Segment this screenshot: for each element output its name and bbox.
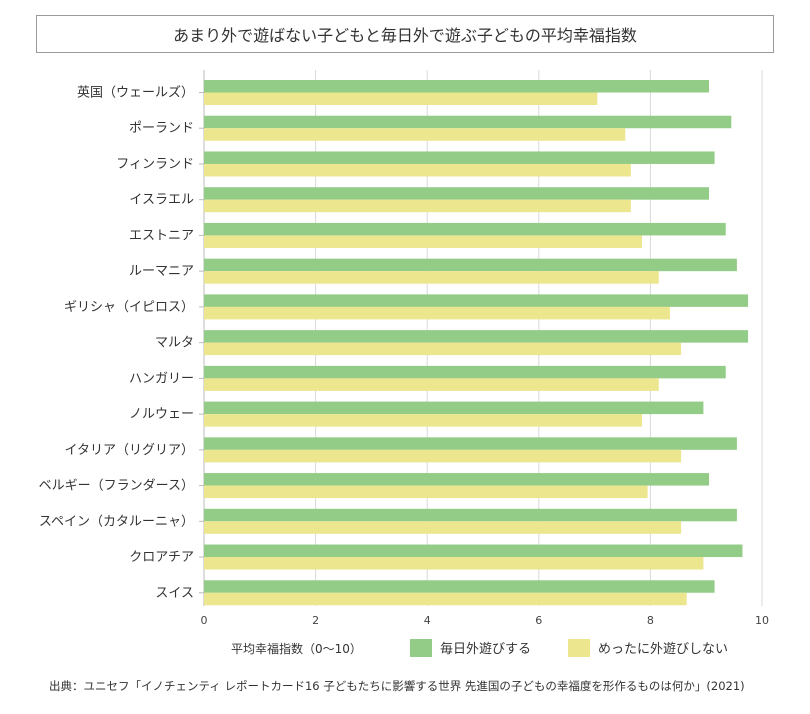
legend-swatch-daily bbox=[410, 638, 432, 657]
category-label: マルタ bbox=[155, 336, 194, 351]
bar-rarely-9 bbox=[204, 414, 643, 427]
x-tick-label: 10 bbox=[755, 614, 769, 627]
category-label: ポーランド bbox=[129, 121, 194, 136]
bar-rarely-1 bbox=[204, 128, 626, 141]
bar-rarely-2 bbox=[204, 163, 631, 177]
bar-daily-12 bbox=[204, 508, 737, 522]
category-label: クロアチア bbox=[129, 550, 194, 565]
x-tick-label: 2 bbox=[312, 614, 319, 627]
bar-daily-8 bbox=[204, 365, 726, 379]
legend-item-rarely: めったに外遊びしない bbox=[568, 638, 728, 657]
x-tick-label: 8 bbox=[647, 614, 654, 627]
bar-rarely-12 bbox=[204, 521, 682, 534]
bar-daily-9 bbox=[204, 401, 704, 415]
x-tick-label: 0 bbox=[201, 614, 208, 627]
category-label: 英国（ウェールズ） bbox=[77, 85, 194, 101]
bar-daily-3 bbox=[204, 187, 709, 200]
bar-rarely-14 bbox=[204, 592, 687, 606]
category-label: ベルギー（フランダース） bbox=[39, 479, 194, 494]
x-axis-label: 平均幸福指数（0〜10） bbox=[231, 642, 362, 656]
category-label: フィンランド bbox=[116, 157, 194, 172]
bar-daily-2 bbox=[204, 151, 715, 164]
bar-rarely-11 bbox=[204, 485, 648, 499]
bar-daily-5 bbox=[204, 258, 737, 272]
bar-daily-4 bbox=[204, 222, 726, 236]
bar-rarely-5 bbox=[204, 271, 659, 284]
bar-daily-14 bbox=[204, 580, 715, 593]
bar-rarely-10 bbox=[204, 449, 682, 463]
bar-daily-1 bbox=[204, 115, 732, 129]
bar-daily-10 bbox=[204, 437, 737, 450]
category-label: ギリシャ（イピロス） bbox=[64, 300, 194, 315]
category-label: スイス bbox=[155, 586, 194, 601]
bar-rarely-4 bbox=[204, 235, 643, 248]
category-label: イタリア（リグリア） bbox=[65, 443, 194, 458]
bar-rarely-0 bbox=[204, 92, 598, 105]
bar-rarely-7 bbox=[204, 342, 682, 356]
legend-item-daily: 毎日外遊びする bbox=[410, 638, 531, 657]
legend-label-rarely: めったに外遊びしない bbox=[598, 642, 729, 657]
bar-daily-0 bbox=[204, 80, 709, 93]
bar-rarely-6 bbox=[204, 306, 670, 320]
bar-rarely-8 bbox=[204, 378, 659, 391]
bar-daily-7 bbox=[204, 330, 749, 343]
category-label: エストニア bbox=[129, 228, 194, 243]
bar-rarely-13 bbox=[204, 557, 704, 570]
x-tick-label: 4 bbox=[424, 614, 431, 627]
x-tick-label: 6 bbox=[535, 614, 542, 627]
category-label: ハンガリー bbox=[129, 371, 194, 386]
legend-swatch-rarely bbox=[568, 638, 590, 657]
chart-title: あまり外で遊ばない子どもと毎日外で遊ぶ子どもの平均幸福指数 bbox=[36, 15, 774, 53]
category-label: ノルウェー bbox=[129, 407, 194, 422]
category-label: スペイン（カタルーニャ） bbox=[39, 514, 194, 529]
bar-rarely-3 bbox=[204, 199, 631, 213]
category-label: ルーマニア bbox=[129, 264, 194, 279]
legend-label-daily: 毎日外遊びする bbox=[440, 642, 532, 657]
category-label: イスラエル bbox=[129, 193, 194, 208]
bar-daily-6 bbox=[204, 294, 749, 307]
bar-daily-11 bbox=[204, 473, 709, 486]
bar-daily-13 bbox=[204, 544, 743, 558]
source-note: 出典：ユニセフ「イノチェンティ レポートカード16 子どもたちに影響する世界 先… bbox=[49, 679, 745, 693]
